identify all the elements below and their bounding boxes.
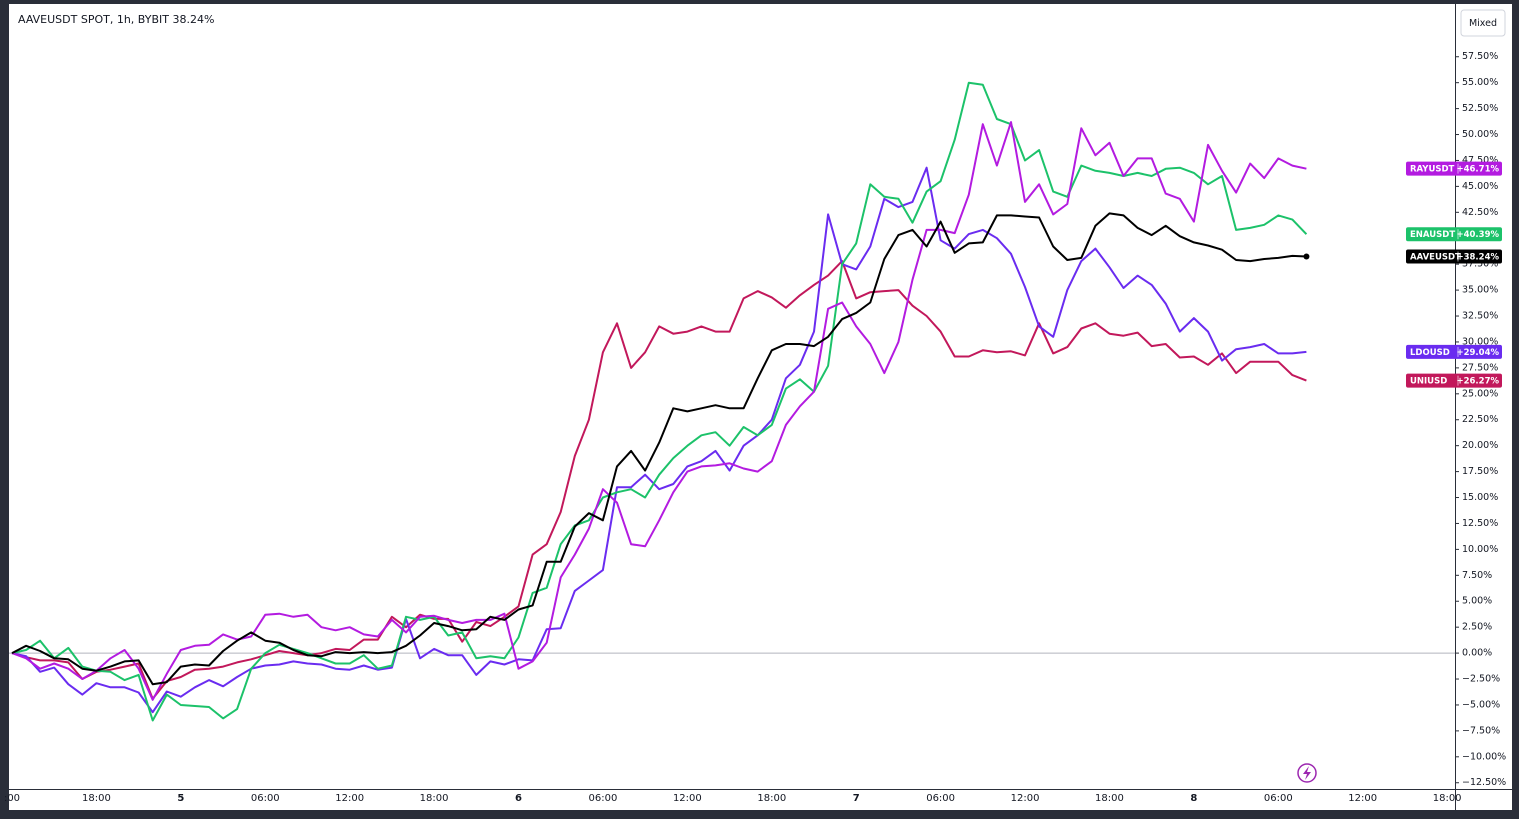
x-tick-label: 18:00	[1433, 793, 1462, 804]
y-tick-label: 47.50%	[1462, 155, 1498, 166]
tag-value: +38.24%	[1456, 252, 1499, 262]
tag-name: AAVEUSDT	[1410, 252, 1461, 262]
x-tick-label: 18:00	[420, 793, 449, 804]
x-tick-label: 12:00	[673, 793, 702, 804]
tag-background	[1406, 161, 1502, 176]
y-tick-label: −5.00%	[1462, 699, 1500, 710]
tag-value: +29.04%	[1456, 348, 1499, 358]
y-tick-label: 20.00%	[1462, 440, 1498, 451]
y-tick-label: 32.50%	[1462, 311, 1498, 322]
y-tick-label: 45.00%	[1462, 181, 1498, 192]
y-tick-label: 25.00%	[1462, 388, 1498, 399]
end-marker	[1303, 253, 1310, 260]
y-tick-label: 2.50%	[1462, 622, 1492, 633]
x-tick-label: 7	[853, 793, 860, 804]
tag-value: +40.39%	[1456, 230, 1499, 240]
series-line	[11, 260, 1307, 700]
series-line	[11, 121, 1307, 701]
x-tick-label: 12:00	[1348, 793, 1377, 804]
tag-value: +26.27%	[1456, 377, 1499, 387]
y-tick-label: 22.50%	[1462, 414, 1498, 425]
x-tick-label: 18:00	[757, 793, 786, 804]
y-tick-label: −10.00%	[1462, 751, 1506, 762]
tag-background	[1406, 249, 1502, 264]
y-tick-label: −7.50%	[1462, 725, 1500, 736]
x-tick-label: 12:00	[1011, 793, 1040, 804]
scale-mode-label[interactable]: Mixed	[1469, 18, 1497, 29]
x-tick-label: 06:00	[926, 793, 955, 804]
y-tick-label: 17.50%	[1462, 466, 1498, 477]
y-tick-label: −12.50%	[1462, 777, 1506, 788]
tag-name: UNIUSD	[1410, 377, 1447, 387]
lightning-icon[interactable]	[1297, 763, 1317, 783]
x-tick-label: 06:00	[1264, 793, 1293, 804]
y-tick-label: 10.00%	[1462, 544, 1498, 555]
x-tick-label: 18:00	[82, 793, 111, 804]
x-tick-label: 6	[515, 793, 522, 804]
tag-background	[1406, 373, 1502, 388]
y-tick-label: 35.00%	[1462, 285, 1498, 296]
last-value-tags: UNIUSD +26.27% LDOUSD +29.04% ENAUSDT +40.39%…	[1406, 161, 1502, 388]
y-tick-label: 7.50%	[1462, 570, 1492, 581]
y-tick-label: 52.50%	[1462, 103, 1498, 114]
y-tick-label: 55.00%	[1462, 77, 1498, 88]
x-tick-label: 06:00	[589, 793, 618, 804]
y-tick-label: 0.00%	[1462, 648, 1492, 659]
series-line	[11, 166, 1307, 714]
tag-name: LDOUSD	[1410, 348, 1450, 358]
x-tick-label: 12:00	[335, 793, 364, 804]
y-tick-label: 57.50%	[1462, 51, 1498, 62]
y-tick-label: −2.50%	[1462, 674, 1500, 685]
y-tick-label: 5.00%	[1462, 596, 1492, 607]
y-tick-label: 30.00%	[1462, 336, 1498, 347]
plot-area	[9, 81, 1455, 722]
chart-background	[9, 4, 1512, 810]
scale-mode-button[interactable]	[1460, 9, 1506, 37]
y-tick-label: 15.00%	[1462, 492, 1498, 503]
x-tick-label: 5	[177, 793, 184, 804]
series-line	[11, 212, 1307, 686]
y-tick-label: 37.50%	[1462, 259, 1498, 270]
x-tick-label: 06:00	[251, 793, 280, 804]
y-tick-label: 27.50%	[1462, 362, 1498, 373]
x-tick-label: 8	[1190, 793, 1197, 804]
x-tick-label: :00	[4, 793, 20, 804]
x-tick-label: 18:00	[1095, 793, 1124, 804]
tag-name: RAYUSDT	[1410, 165, 1455, 175]
series-line	[11, 81, 1308, 722]
tag-background	[1406, 344, 1502, 359]
tag-name: ENAUSDT	[1410, 230, 1455, 240]
y-tick-label: 42.50%	[1462, 207, 1498, 218]
y-tick-label: 12.50%	[1462, 518, 1498, 529]
tag-background	[1406, 227, 1502, 242]
y-tick-label: 50.00%	[1462, 129, 1498, 140]
tag-value: +46.71%	[1456, 165, 1499, 175]
chart-title: AAVEUSDT SPOT, 1h, BYBIT 38.24%	[18, 13, 214, 26]
